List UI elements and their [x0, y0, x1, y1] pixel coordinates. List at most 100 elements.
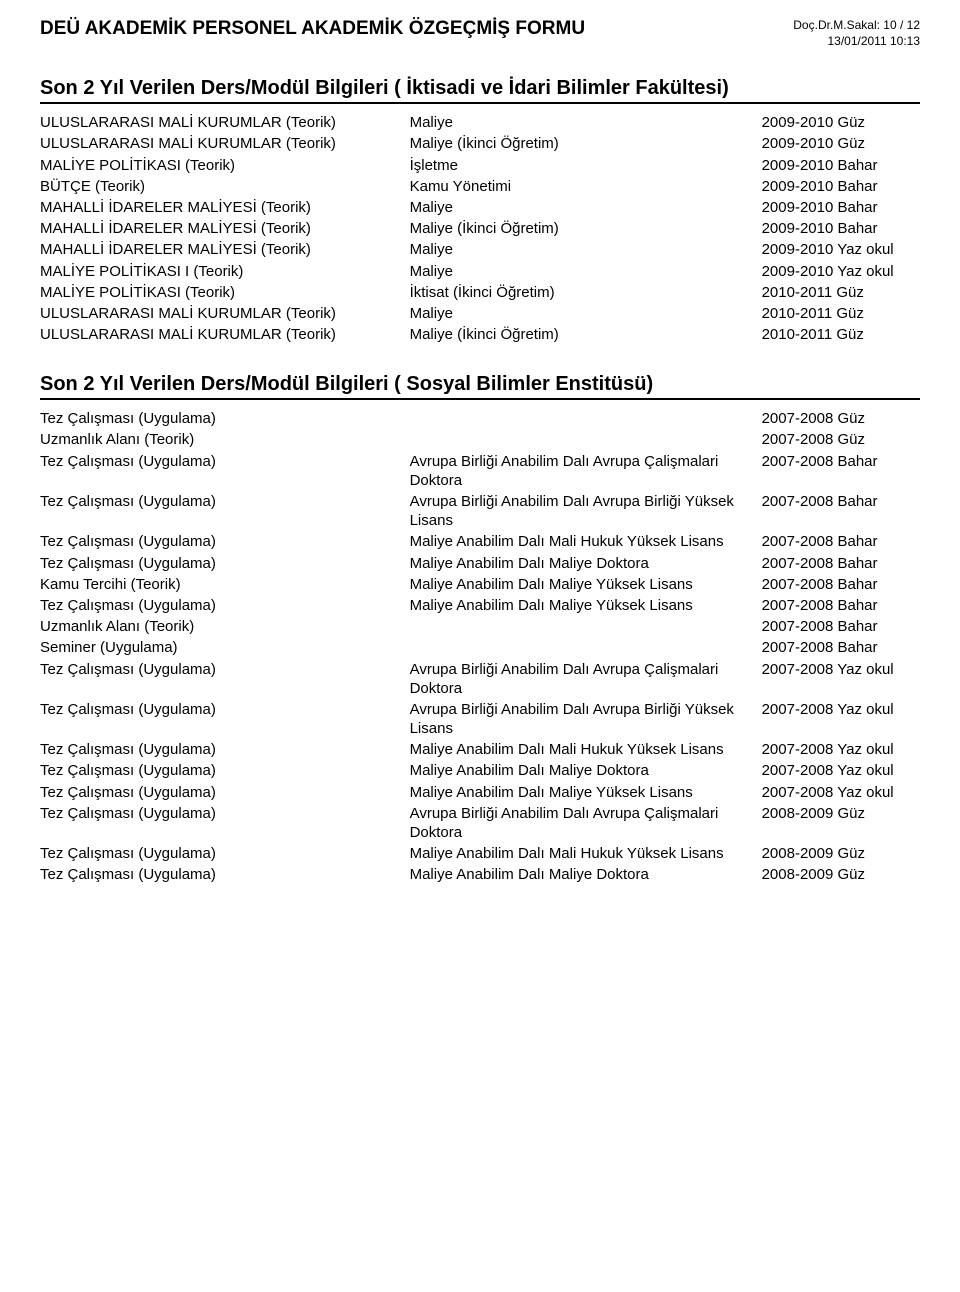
section2-table: Tez Çalışması (Uygulama)2007-2008 GüzUzm…: [40, 408, 920, 885]
term-cell: 2009-2010 Bahar: [762, 155, 920, 176]
term-cell: 2007-2008 Yaz okul: [762, 699, 920, 739]
table-row: Uzmanlık Alanı (Teorik) 2007-2008 Güz: [40, 429, 920, 450]
document-title: DEÜ AKADEMİK PERSONEL AKADEMİK ÖZGEÇMİŞ …: [40, 18, 585, 40]
term-cell: 2007-2008 Bahar: [762, 553, 920, 574]
term-cell: 2007-2008 Bahar: [762, 616, 920, 637]
course-name-cell: MAHALLİ İDARELER MALİYESİ (Teorik): [40, 197, 410, 218]
term-cell: 2007-2008 Yaz okul: [762, 760, 920, 781]
table-row: Tez Çalışması (Uygulama)Maliye Anabilim …: [40, 531, 920, 552]
timestamp: 13/01/2011 10:13: [793, 34, 920, 50]
term-cell: 2010-2011 Güz: [762, 324, 920, 345]
table-row: Kamu Tercihi (Teorik)Maliye Anabilim Dal…: [40, 574, 920, 595]
table-row: MAHALLİ İDARELER MALİYESİ (Teorik)Maliye…: [40, 239, 920, 260]
department-cell: Maliye (İkinci Öğretim): [410, 218, 762, 239]
department-cell: Maliye: [410, 239, 762, 260]
department-cell: Maliye Anabilim Dalı Maliye Yüksek Lisan…: [410, 574, 762, 595]
department-cell: [410, 408, 762, 429]
section1-heading: Son 2 Yıl Verilen Ders/Modül Bilgileri (…: [40, 77, 920, 104]
department-cell: Maliye Anabilim Dalı Mali Hukuk Yüksek L…: [410, 843, 762, 864]
term-cell: 2007-2008 Güz: [762, 429, 920, 450]
department-cell: Maliye (İkinci Öğretim): [410, 324, 762, 345]
course-name-cell: Tez Çalışması (Uygulama): [40, 451, 410, 491]
course-name-cell: ULUSLARARASI MALİ KURUMLAR (Teorik): [40, 112, 410, 133]
term-cell: 2009-2010 Bahar: [762, 218, 920, 239]
course-name-cell: MAHALLİ İDARELER MALİYESİ (Teorik): [40, 218, 410, 239]
department-cell: Maliye: [410, 303, 762, 324]
page: DEÜ AKADEMİK PERSONEL AKADEMİK ÖZGEÇMİŞ …: [0, 0, 960, 1292]
term-cell: 2007-2008 Yaz okul: [762, 739, 920, 760]
term-cell: 2008-2009 Güz: [762, 864, 920, 885]
page-meta: Doç.Dr.M.Sakal: 10 / 12 13/01/2011 10:13: [793, 18, 920, 49]
term-cell: 2009-2010 Yaz okul: [762, 239, 920, 260]
department-cell: Maliye Anabilim Dalı Maliye Yüksek Lisan…: [410, 782, 762, 803]
term-cell: 2010-2011 Güz: [762, 303, 920, 324]
term-cell: 2009-2010 Bahar: [762, 197, 920, 218]
department-cell: Maliye Anabilim Dalı Mali Hukuk Yüksek L…: [410, 531, 762, 552]
table-row: Tez Çalışması (Uygulama)Avrupa Birliği A…: [40, 451, 920, 491]
term-cell: 2007-2008 Bahar: [762, 595, 920, 616]
course-name-cell: Tez Çalışması (Uygulama): [40, 531, 410, 552]
term-cell: 2007-2008 Yaz okul: [762, 782, 920, 803]
table-row: ULUSLARARASI MALİ KURUMLAR (Teorik)Maliy…: [40, 133, 920, 154]
table-row: Tez Çalışması (Uygulama)Maliye Anabilim …: [40, 739, 920, 760]
department-cell: Avrupa Birliği Anabilim Dalı Avrupa Çali…: [410, 659, 762, 699]
course-name-cell: Seminer (Uygulama): [40, 637, 410, 658]
term-cell: 2007-2008 Bahar: [762, 574, 920, 595]
table-row: ULUSLARARASI MALİ KURUMLAR (Teorik)Maliy…: [40, 112, 920, 133]
course-name-cell: Tez Çalışması (Uygulama): [40, 864, 410, 885]
term-cell: 2007-2008 Yaz okul: [762, 659, 920, 699]
department-cell: İktisat (İkinci Öğretim): [410, 282, 762, 303]
department-cell: Maliye Anabilim Dalı Maliye Doktora: [410, 864, 762, 885]
department-cell: Avrupa Birliği Anabilim Dalı Avrupa Çali…: [410, 803, 762, 843]
course-name-cell: MALİYE POLİTİKASI (Teorik): [40, 155, 410, 176]
course-name-cell: MAHALLİ İDARELER MALİYESİ (Teorik): [40, 239, 410, 260]
table-row: ULUSLARARASI MALİ KURUMLAR (Teorik)Maliy…: [40, 303, 920, 324]
course-name-cell: Kamu Tercihi (Teorik): [40, 574, 410, 595]
term-cell: 2008-2009 Güz: [762, 803, 920, 843]
table-row: ULUSLARARASI MALİ KURUMLAR (Teorik)Maliy…: [40, 324, 920, 345]
table-row: MALİYE POLİTİKASI (Teorik)İşletme2009-20…: [40, 155, 920, 176]
course-name-cell: Tez Çalışması (Uygulama): [40, 595, 410, 616]
department-cell: İşletme: [410, 155, 762, 176]
course-name-cell: Tez Çalışması (Uygulama): [40, 782, 410, 803]
author-page: Doç.Dr.M.Sakal: 10 / 12: [793, 18, 920, 34]
department-cell: Avrupa Birliği Anabilim Dalı Avrupa Çali…: [410, 451, 762, 491]
course-name-cell: Tez Çalışması (Uygulama): [40, 843, 410, 864]
course-name-cell: MALİYE POLİTİKASI I (Teorik): [40, 261, 410, 282]
table-row: MAHALLİ İDARELER MALİYESİ (Teorik)Maliye…: [40, 218, 920, 239]
department-cell: Maliye Anabilim Dalı Maliye Yüksek Lisan…: [410, 595, 762, 616]
course-name-cell: Tez Çalışması (Uygulama): [40, 739, 410, 760]
course-name-cell: Tez Çalışması (Uygulama): [40, 803, 410, 843]
department-cell: Avrupa Birliği Anabilim Dalı Avrupa Birl…: [410, 699, 762, 739]
course-name-cell: MALİYE POLİTİKASI (Teorik): [40, 282, 410, 303]
page-header: DEÜ AKADEMİK PERSONEL AKADEMİK ÖZGEÇMİŞ …: [40, 18, 920, 49]
course-name-cell: Uzmanlık Alanı (Teorik): [40, 616, 410, 637]
table-row: MAHALLİ İDARELER MALİYESİ (Teorik)Maliye…: [40, 197, 920, 218]
term-cell: 2007-2008 Bahar: [762, 451, 920, 491]
department-cell: Kamu Yönetimi: [410, 176, 762, 197]
course-name-cell: Tez Çalışması (Uygulama): [40, 553, 410, 574]
department-cell: Maliye: [410, 261, 762, 282]
term-cell: 2009-2010 Güz: [762, 112, 920, 133]
term-cell: 2009-2010 Güz: [762, 133, 920, 154]
table-row: Tez Çalışması (Uygulama)Maliye Anabilim …: [40, 864, 920, 885]
section2-heading: Son 2 Yıl Verilen Ders/Modül Bilgileri (…: [40, 373, 920, 400]
table-row: Tez Çalışması (Uygulama)Maliye Anabilim …: [40, 843, 920, 864]
term-cell: 2007-2008 Bahar: [762, 637, 920, 658]
term-cell: 2007-2008 Güz: [762, 408, 920, 429]
course-name-cell: Uzmanlık Alanı (Teorik): [40, 429, 410, 450]
course-name-cell: BÜTÇE (Teorik): [40, 176, 410, 197]
department-cell: [410, 616, 762, 637]
table-row: Tez Çalışması (Uygulama)Avrupa Birliği A…: [40, 491, 920, 531]
table-row: BÜTÇE (Teorik)Kamu Yönetimi2009-2010 Bah…: [40, 176, 920, 197]
course-name-cell: ULUSLARARASI MALİ KURUMLAR (Teorik): [40, 303, 410, 324]
term-cell: 2010-2011 Güz: [762, 282, 920, 303]
department-cell: Avrupa Birliği Anabilim Dalı Avrupa Birl…: [410, 491, 762, 531]
term-cell: 2007-2008 Bahar: [762, 491, 920, 531]
term-cell: 2009-2010 Yaz okul: [762, 261, 920, 282]
table-row: Tez Çalışması (Uygulama)Maliye Anabilim …: [40, 595, 920, 616]
course-name-cell: Tez Çalışması (Uygulama): [40, 491, 410, 531]
department-cell: Maliye Anabilim Dalı Mali Hukuk Yüksek L…: [410, 739, 762, 760]
course-name-cell: Tez Çalışması (Uygulama): [40, 408, 410, 429]
course-name-cell: ULUSLARARASI MALİ KURUMLAR (Teorik): [40, 324, 410, 345]
